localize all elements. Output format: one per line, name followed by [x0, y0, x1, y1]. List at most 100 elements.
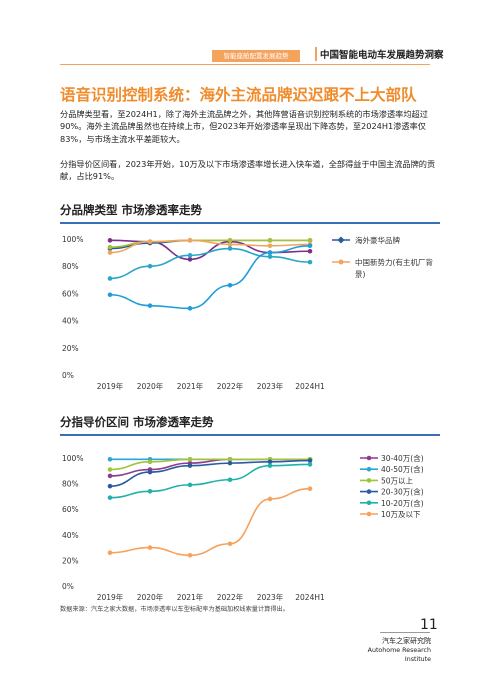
y-tick-label: 20% — [62, 556, 79, 565]
series-line — [109, 459, 311, 487]
data-point — [147, 239, 153, 245]
data-point — [227, 456, 233, 462]
x-tick-label: 2021年 — [177, 592, 204, 602]
report-title: 中国智能电动车发展趋势洞察 — [320, 50, 444, 61]
series-line — [109, 487, 311, 557]
data-point — [227, 246, 233, 251]
legend-label-wrap: 景) — [355, 270, 365, 279]
y-tick-label: 20% — [62, 344, 79, 353]
data-point — [107, 456, 113, 462]
data-point — [147, 263, 153, 269]
institute-en: Autohome Research Institute — [367, 647, 431, 663]
data-point — [267, 243, 273, 249]
chapter-tab: 智能座舱配置发展趋势 — [212, 50, 300, 62]
data-point — [147, 459, 153, 465]
data-point — [307, 259, 313, 265]
x-tick-label: 2022年 — [217, 592, 244, 602]
header-accent — [315, 47, 317, 61]
x-tick-label: 2019年 — [97, 592, 124, 602]
paragraph-brand-type: 分品牌类型看，至2024H1，除了海外主流品牌之外，其他阵营语音识别控制系统的市… — [60, 109, 428, 144]
legend-marker — [366, 455, 372, 461]
data-point — [227, 460, 233, 466]
x-tick-label: 2020年 — [137, 592, 164, 602]
legend-marker — [366, 511, 372, 517]
legend-label: 40-50万(含) — [381, 464, 424, 474]
data-point — [107, 292, 113, 298]
data-point — [107, 473, 113, 479]
data-point — [307, 243, 313, 249]
data-point — [227, 477, 233, 483]
data-point — [227, 238, 233, 243]
x-tick-label: 2024H1 — [295, 382, 325, 391]
legend-marker — [366, 500, 372, 506]
section-title-brand: 分品牌类型 市场渗透率走势 — [60, 203, 203, 217]
legend-marker — [366, 478, 372, 483]
series-line — [109, 458, 310, 471]
data-point — [147, 469, 153, 475]
y-tick-label: 100% — [62, 454, 83, 463]
x-tick-label: 2022年 — [217, 381, 244, 391]
series-line — [109, 245, 311, 310]
x-tick-label: 2024H1 — [295, 593, 325, 602]
data-point — [107, 250, 113, 255]
data-point — [187, 482, 193, 488]
data-point — [267, 238, 273, 243]
institute-cn: 汽车之家研究院 — [382, 637, 431, 645]
x-tick-label: 2020年 — [137, 381, 164, 391]
data-point — [227, 282, 233, 288]
legend-marker — [338, 259, 344, 265]
section-rule-brand — [60, 222, 440, 224]
data-point — [107, 238, 113, 243]
data-point — [307, 238, 313, 243]
x-tick-label: 2023年 — [257, 592, 284, 602]
data-point — [187, 552, 193, 558]
legend-label: 中国新势力(有主机厂背 — [355, 257, 433, 267]
data-point — [267, 250, 273, 255]
data-point — [307, 486, 313, 492]
legend-label: 30-40万(含) — [381, 453, 424, 463]
data-point — [227, 242, 233, 247]
y-tick-label: 40% — [62, 531, 79, 540]
x-tick-label: 2023年 — [257, 381, 284, 391]
institute-logo: 汽车之家研究院 Autohome Research Institute — [361, 637, 431, 664]
x-tick-label: 2021年 — [177, 381, 204, 391]
brand-penetration-chart: 0% 20% 40% 60% 80% 100% 2019年 2020年 2021年 2022年 20… — [62, 235, 433, 391]
page-number-rule — [380, 632, 430, 633]
series-line — [109, 239, 311, 254]
y-tick-label: 60% — [62, 289, 79, 298]
header-rule — [60, 64, 430, 65]
data-point — [187, 257, 193, 262]
legend-marker — [366, 489, 372, 494]
data-point — [307, 248, 313, 254]
data-point — [267, 496, 273, 502]
price-penetration-chart: 0% 20% 40% 60% 80% 100% 2019年 2020年 2021年 2022年 20… — [62, 453, 424, 602]
section-title-price: 分指导价区间 市场渗透率走势 — [60, 415, 214, 429]
data-point — [187, 463, 193, 468]
data-point — [187, 253, 193, 258]
data-point — [187, 456, 193, 462]
data-point — [107, 276, 113, 281]
section-rule-price — [60, 434, 440, 436]
legend-label: 50万以上 — [381, 476, 414, 485]
data-point — [107, 495, 113, 500]
legend-label: 20-30万(含) — [381, 487, 424, 497]
legend-marker — [337, 236, 345, 244]
source-note: 数据来源：汽车之家大数据，市场渗透率以车型标配率为基础加权线索量计算得出。 — [60, 606, 289, 613]
data-point — [267, 459, 273, 465]
series-line — [109, 247, 311, 280]
y-tick-label: 60% — [62, 505, 79, 514]
page-title: 语音识别控制系统：海外主流品牌迟迟跟不上大部队 — [60, 86, 417, 104]
legend-label: 10万及以下 — [381, 510, 421, 519]
data-point — [147, 545, 153, 550]
data-point — [147, 488, 153, 494]
data-point — [227, 541, 233, 547]
data-point — [107, 244, 113, 250]
y-tick-label: 40% — [62, 317, 79, 326]
x-tick-label: 2019年 — [97, 381, 124, 391]
y-tick-label: 0% — [62, 371, 74, 380]
data-point — [307, 462, 313, 467]
data-point — [267, 254, 273, 259]
data-point — [187, 238, 193, 243]
data-point — [107, 467, 113, 472]
legend-label: 海外豪华品牌 — [355, 235, 400, 245]
